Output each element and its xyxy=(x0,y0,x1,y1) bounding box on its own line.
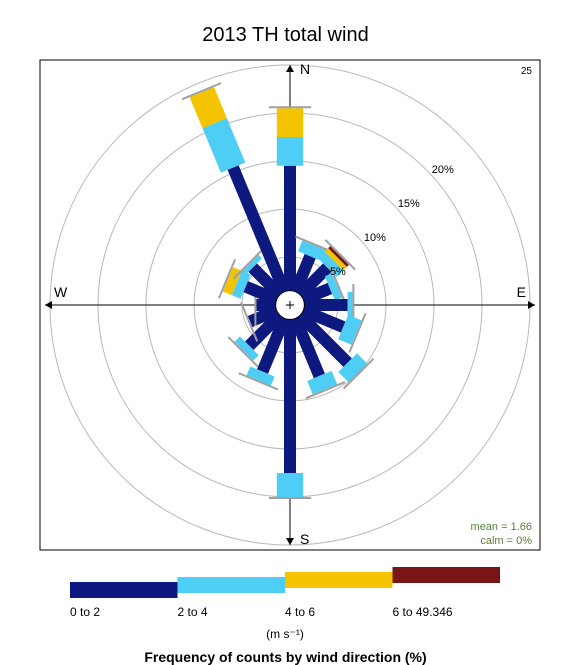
bar-N-bin1 xyxy=(277,137,303,166)
rose-group: 5% 10% 15% 20% 25 xyxy=(45,65,535,545)
axis-west-arrow xyxy=(45,301,52,309)
wind-rose-chart: 5% 10% 15% 20% 25 N E S Wmean = 1.66 calm = 0% 0 t… xyxy=(0,0,571,665)
dir-label-n: N xyxy=(300,61,310,77)
legend-label-2: 4 to 6 xyxy=(285,605,315,619)
ring-label: 10% xyxy=(364,232,386,244)
x-axis-title: Frequency of counts by wind direction (%… xyxy=(144,649,426,665)
bar-S-bin0 xyxy=(284,319,296,473)
dir-label-e: E xyxy=(517,284,526,300)
legend-swatch-3 xyxy=(393,567,501,583)
bar-NNW-bin1 xyxy=(202,118,245,172)
dir-label-s: S xyxy=(300,531,309,547)
axis-north-arrow xyxy=(286,65,294,72)
ring-label: 5% xyxy=(330,266,346,278)
legend-label-1: 2 to 4 xyxy=(178,605,208,619)
ring-label: 20% xyxy=(432,164,454,176)
bar-E-bin1 xyxy=(348,292,353,318)
stats-calm: calm = 0% xyxy=(480,535,532,547)
legend-label-0: 0 to 2 xyxy=(70,605,100,619)
axis-south-arrow xyxy=(286,538,294,545)
dir-label-w: W xyxy=(54,284,68,300)
legend-swatch-0 xyxy=(70,582,178,598)
stats-mean: mean = 1.66 xyxy=(471,521,532,533)
bar-N-bin0 xyxy=(284,166,296,291)
legend-swatch-2 xyxy=(285,572,393,588)
ring-label: 15% xyxy=(398,198,420,210)
legend-units: (m s⁻¹) xyxy=(266,627,304,641)
legend-label-3: 6 to 49.346 xyxy=(393,605,453,619)
bar-N-bin2 xyxy=(277,108,303,137)
axis-east-arrow xyxy=(528,301,535,309)
legend-swatch-1 xyxy=(178,577,286,593)
bar-S-bin1 xyxy=(277,473,303,497)
ring-label-max: 25 xyxy=(521,66,533,77)
